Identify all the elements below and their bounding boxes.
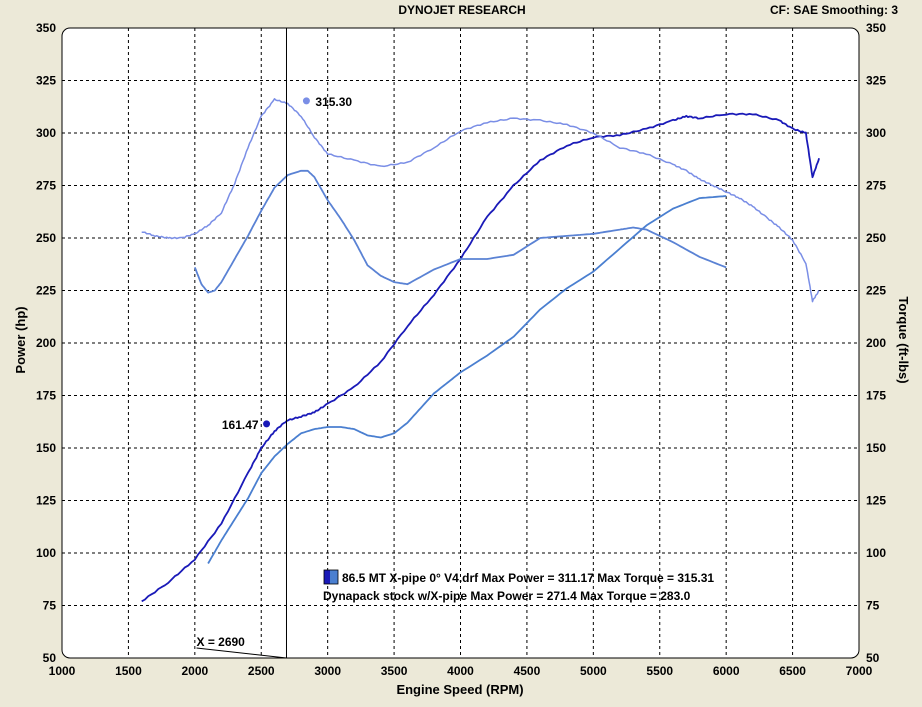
x-tick-label: 3000 (314, 664, 341, 678)
annotation-marker (263, 420, 271, 428)
series-line-run2-power (207, 195, 727, 564)
x-tick-label: 3500 (381, 664, 408, 678)
x-axis-label: Engine Speed (RPM) (396, 682, 523, 697)
y-tick-labels: 50 75 100 125 150 175 200 225 250 275 300 325 350 (36, 21, 56, 665)
y2-tick-label: 75 (866, 599, 880, 613)
y2-axis-label: Torque (ft-lbs) (896, 296, 911, 383)
x-tick-label: 6500 (779, 664, 806, 678)
y-tick-label: 300 (36, 126, 56, 140)
y-tick-label: 75 (43, 599, 57, 613)
y2-tick-label: 150 (866, 441, 886, 455)
y-axis-label: Power (hp) (13, 306, 28, 373)
x-tick-label: 6000 (713, 664, 740, 678)
y2-tick-label: 200 (866, 336, 886, 350)
legend-swatch-run1-a (324, 570, 330, 584)
y2-tick-label: 250 (866, 231, 886, 245)
legend-swatch-run1-b (330, 570, 338, 584)
y-tick-label: 50 (43, 651, 57, 665)
x-tick-label: 2000 (181, 664, 208, 678)
series-line-run1-power (141, 112, 820, 603)
series-line-run2-torque (193, 169, 727, 294)
x-tick-label: 1000 (49, 664, 76, 678)
y2-tick-label: 100 (866, 546, 886, 560)
annotation-label: 161.47 (222, 418, 259, 432)
y2-tick-label: 125 (866, 494, 886, 508)
x-tick-label: 4000 (447, 664, 474, 678)
cursor-leader (196, 647, 287, 659)
annotation-marker (302, 97, 310, 105)
y2-tick-label: 175 (866, 389, 886, 403)
x-tick-labels: 1000 1500 2000 2500 3000 3500 4000 4500 5000 5500… (49, 664, 873, 678)
y-tick-label: 125 (36, 494, 56, 508)
legend-entry-run2: Dynapack stock w/X-pipe Max Power = 271.… (323, 589, 691, 603)
y-tick-label: 325 (36, 74, 56, 88)
y-tick-label: 175 (36, 389, 56, 403)
annotation-label: 315.30 (315, 95, 352, 109)
y-tick-label: 225 (36, 284, 56, 298)
y2-tick-label: 225 (866, 284, 886, 298)
y2-tick-label: 275 (866, 179, 886, 193)
x-tick-label: 1500 (115, 664, 142, 678)
cf-smoothing-label: CF: SAE Smoothing: 3 (770, 3, 898, 17)
y-tick-label: 100 (36, 546, 56, 560)
x-tick-label: 4500 (514, 664, 541, 678)
legend: 86.5 MT X-pipe 0° V4.drf Max Power = 311… (323, 569, 714, 603)
y-tick-label: 350 (36, 21, 56, 35)
y-tick-label: 200 (36, 336, 56, 350)
y2-tick-label: 350 (866, 21, 886, 35)
series-line-run1-torque (141, 98, 820, 303)
legend-entry-run1: 86.5 MT X-pipe 0° V4.drf Max Power = 311… (342, 571, 714, 585)
legend-swatch-border (323, 569, 339, 585)
x-tick-label: 5000 (580, 664, 607, 678)
chart-title: DYNOJET RESEARCH (398, 3, 525, 17)
y-tick-label: 150 (36, 441, 56, 455)
x-tick-label: 7000 (846, 664, 873, 678)
annotations: 315.30 161.47 (222, 95, 353, 432)
y2-tick-label: 300 (866, 126, 886, 140)
y2-tick-label: 50 (866, 651, 880, 665)
x-tick-label: 5500 (646, 664, 673, 678)
y2-tick-label: 325 (866, 74, 886, 88)
cursor-label: X = 2690 (196, 635, 245, 649)
y-tick-label: 275 (36, 179, 56, 193)
x-tick-label: 2500 (248, 664, 275, 678)
series-lines (141, 98, 820, 603)
y-tick-label: 250 (36, 231, 56, 245)
y2-tick-labels: 50 75 100 125 150 175 200 225 250 275 300 325 350 (866, 21, 886, 665)
